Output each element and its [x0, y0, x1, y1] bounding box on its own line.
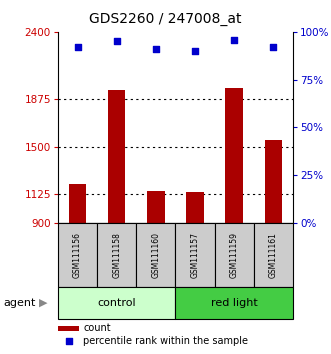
Text: GSM111159: GSM111159: [230, 232, 239, 278]
Point: [231, 37, 237, 42]
Bar: [69, 183, 86, 223]
Text: GSM111161: GSM111161: [269, 232, 278, 278]
Bar: [58, 326, 79, 331]
Point: [271, 44, 276, 50]
Text: GSM111157: GSM111157: [191, 232, 200, 278]
Bar: [214, 223, 254, 287]
Bar: [58, 287, 175, 319]
Bar: [254, 223, 293, 287]
Point: [153, 46, 159, 52]
Text: agent: agent: [3, 298, 36, 308]
Bar: [186, 192, 204, 223]
Text: red light: red light: [211, 298, 258, 308]
Bar: [264, 140, 282, 223]
Text: GSM111158: GSM111158: [112, 232, 121, 278]
Text: ▶: ▶: [39, 298, 47, 308]
Text: control: control: [97, 298, 136, 308]
Bar: [175, 223, 214, 287]
Bar: [225, 88, 243, 223]
Bar: [108, 91, 125, 223]
Point: [66, 338, 71, 344]
Point: [114, 39, 119, 44]
Text: GSM111160: GSM111160: [151, 232, 160, 278]
Bar: [175, 287, 293, 319]
Text: GDS2260 / 247008_at: GDS2260 / 247008_at: [89, 12, 242, 27]
Bar: [97, 223, 136, 287]
Point: [75, 44, 80, 50]
Text: percentile rank within the sample: percentile rank within the sample: [83, 336, 248, 346]
Point: [192, 48, 198, 54]
Bar: [136, 223, 175, 287]
Bar: [147, 190, 165, 223]
Text: count: count: [83, 324, 111, 333]
Bar: [58, 223, 97, 287]
Text: GSM111156: GSM111156: [73, 232, 82, 278]
